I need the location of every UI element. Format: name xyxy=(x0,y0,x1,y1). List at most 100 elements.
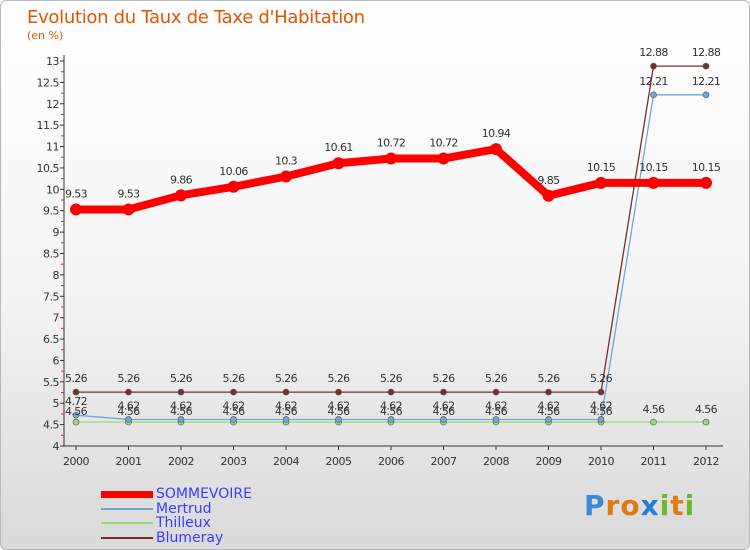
y-tick-label: 6.5 xyxy=(43,333,59,346)
data-point-mertrud xyxy=(597,416,605,423)
data-label-sommevoire: 10.72 xyxy=(377,137,406,150)
chart-title: Evolution du Taux de Taxe d'Habitation xyxy=(27,7,365,28)
data-point-sommevoire xyxy=(700,176,712,189)
x-tick-label: 2008 xyxy=(483,455,509,468)
data-label-thilleux: 4.56 xyxy=(170,405,193,418)
data-point-sommevoire xyxy=(542,189,555,202)
data-label-blumeray: 5.26 xyxy=(65,372,88,385)
y-tick-label: 7 xyxy=(53,312,60,325)
legend-label: Blumeray xyxy=(156,529,224,546)
data-label-thilleux: 4.56 xyxy=(275,405,298,418)
y-tick-label: 10.5 xyxy=(37,162,60,175)
data-label-sommevoire: 9.85 xyxy=(537,174,560,187)
x-tick-label: 2002 xyxy=(168,455,194,468)
x-tick-label: 2009 xyxy=(536,455,562,468)
data-label-blumeray: 5.26 xyxy=(275,372,298,385)
data-label-thilleux: 4.56 xyxy=(380,405,403,418)
proxiti-logo: Proxiti xyxy=(584,489,695,522)
y-tick-label: 8 xyxy=(53,269,60,282)
data-label-thilleux: 4.56 xyxy=(65,405,88,418)
data-point-mertrud xyxy=(492,416,500,423)
data-label-blumeray: 5.26 xyxy=(432,372,455,385)
y-tick-label: 7.5 xyxy=(43,290,59,303)
legend-label: SOMMEVOIRE xyxy=(156,486,252,502)
x-tick-label: 2001 xyxy=(116,455,142,468)
y-tick-label: 9 xyxy=(53,226,60,239)
data-label-blumeray: 5.26 xyxy=(170,372,193,385)
data-point-sommevoire xyxy=(332,157,345,170)
data-label-sommevoire: 10.94 xyxy=(482,127,511,140)
data-label-mertrud: 4.62 xyxy=(432,399,454,412)
y-tick-label: 11 xyxy=(46,141,59,154)
data-point-sommevoire xyxy=(280,170,292,183)
logo-letter: o xyxy=(620,489,641,522)
y-tick-label: 10 xyxy=(46,183,59,196)
data-point-mertrud xyxy=(282,416,290,423)
data-label-mertrud: 12.21 xyxy=(639,75,668,88)
data-label-thilleux: 4.56 xyxy=(432,405,455,418)
y-tick-label: 4 xyxy=(53,440,60,453)
legend-swatch xyxy=(101,536,153,539)
data-label-thilleux: 4.56 xyxy=(695,403,718,416)
data-label-sommevoire: 10.3 xyxy=(275,155,298,168)
logo-letter: i xyxy=(684,489,696,522)
data-point-blumeray xyxy=(702,62,710,70)
x-tick-label: 2006 xyxy=(378,455,404,468)
data-label-mertrud: 4.62 xyxy=(117,399,139,412)
x-tick-label: 2012 xyxy=(693,455,719,468)
data-label-sommevoire: 10.15 xyxy=(587,161,616,174)
data-point-sommevoire xyxy=(122,203,135,216)
logo-letter: i xyxy=(659,489,671,522)
data-label-blumeray: 5.26 xyxy=(485,372,508,385)
x-tick-label: 2000 xyxy=(63,455,89,468)
data-point-sommevoire xyxy=(437,152,450,165)
y-tick-label: 4.5 xyxy=(43,419,59,432)
y-tick-label: 5.5 xyxy=(43,376,59,389)
data-label-thilleux: 4.56 xyxy=(642,403,665,416)
logo-letter: t xyxy=(670,489,685,522)
data-point-blumeray xyxy=(125,388,132,396)
x-tick-label: 2007 xyxy=(431,455,457,468)
x-tick-label: 2004 xyxy=(273,455,299,468)
data-point-mertrud xyxy=(230,416,237,423)
data-label-blumeray: 5.26 xyxy=(117,372,140,385)
y-tick-label: 9.5 xyxy=(43,205,59,218)
data-point-blumeray xyxy=(545,388,552,396)
data-label-blumeray: 12.88 xyxy=(692,46,721,59)
logo-letter: r xyxy=(605,489,621,522)
data-point-sommevoire xyxy=(647,176,660,189)
data-point-sommevoire xyxy=(175,189,187,202)
data-point-mertrud xyxy=(125,416,132,423)
data-point-sommevoire xyxy=(385,152,397,165)
data-label-sommevoire: 10.06 xyxy=(219,165,248,178)
data-label-mertrud: 4.62 xyxy=(275,399,297,412)
logo-letter: P xyxy=(584,489,606,522)
legend-swatch xyxy=(101,507,153,510)
data-point-mertrud xyxy=(387,416,395,423)
data-point-blumeray xyxy=(177,388,185,396)
data-point-sommevoire xyxy=(227,180,240,193)
data-point-mertrud xyxy=(72,411,80,419)
data-label-mertrud: 4.62 xyxy=(590,399,612,412)
series-line-blumeray xyxy=(75,65,707,393)
data-label-thilleux: 4.56 xyxy=(222,405,245,418)
y-tick-label: 12 xyxy=(46,98,59,111)
data-label-blumeray: 12.88 xyxy=(639,46,668,59)
data-label-mertrud: 4.62 xyxy=(222,399,244,412)
data-label-mertrud: 4.62 xyxy=(380,399,402,412)
data-point-blumeray xyxy=(72,388,80,396)
data-label-mertrud: 4.62 xyxy=(327,399,349,412)
data-point-mertrud xyxy=(177,416,185,423)
data-label-sommevoire: 9.86 xyxy=(170,173,193,186)
data-point-blumeray xyxy=(597,388,605,396)
data-point-mertrud xyxy=(545,416,552,423)
legend-label: Mertrud xyxy=(156,500,212,517)
y-tick-label: 8.5 xyxy=(43,248,59,261)
data-point-mertrud xyxy=(335,416,342,423)
data-point-blumeray xyxy=(387,388,395,396)
y-tick-label: 12.5 xyxy=(37,76,60,89)
data-label-mertrud: 4.62 xyxy=(170,399,192,412)
data-point-mertrud xyxy=(440,416,447,423)
